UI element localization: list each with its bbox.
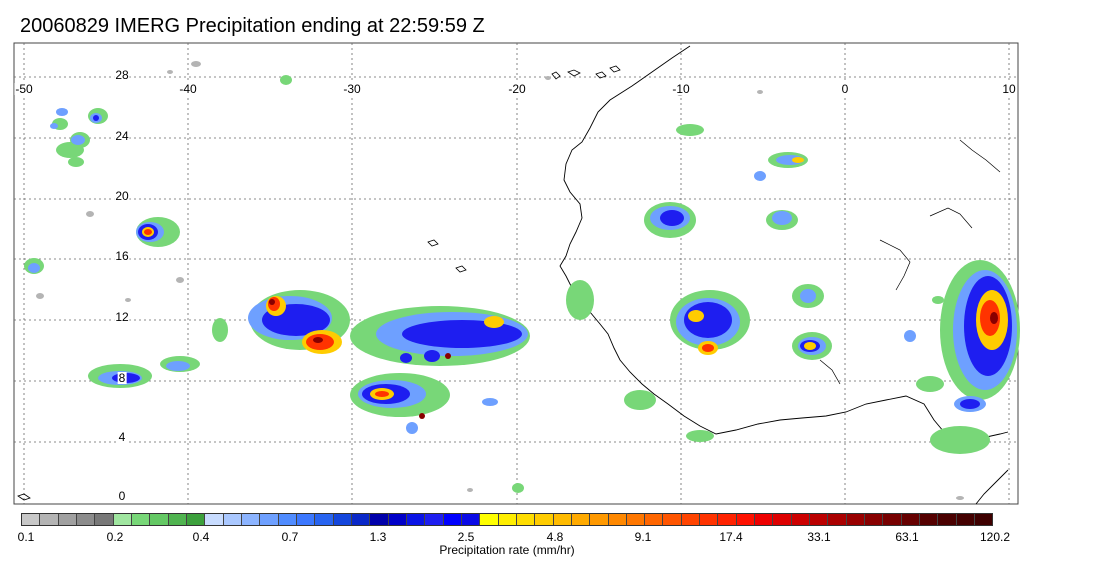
- colorbar-cell: [498, 514, 517, 525]
- colorbar-cell: [150, 514, 169, 525]
- colorbar-cell: [205, 514, 224, 525]
- colorbar-cell: [626, 514, 646, 525]
- colorbar-cell: [351, 514, 371, 525]
- colorbar-cell: [590, 514, 609, 525]
- lon-label: -40: [178, 82, 198, 96]
- colorbar-tick-label: 0.2: [106, 530, 124, 544]
- precipitation-blobs: [24, 61, 1020, 500]
- colorbar-tick-label: 0.1: [17, 530, 35, 544]
- colorbar-cell: [571, 514, 591, 525]
- colorbar-cell: [58, 514, 77, 525]
- colorbar-tick-label: 17.4: [719, 530, 743, 544]
- colorbar-cell: [755, 514, 774, 525]
- lon-label: -20: [507, 82, 527, 96]
- lon-label: -30: [342, 82, 362, 96]
- africa-coastline-lower: [975, 469, 1009, 505]
- lon-label: 10: [1001, 82, 1017, 96]
- colorbar-cell: [131, 514, 151, 525]
- colorbar-cell: [975, 514, 993, 525]
- map-title: 20060829 IMERG Precipitation ending at 2…: [20, 15, 485, 37]
- colorbar-tick-label: 120.2: [979, 530, 1011, 544]
- lat-label: 24: [114, 129, 130, 143]
- colorbar-cell: [810, 514, 829, 525]
- lon-label: -50: [14, 82, 34, 96]
- colorbar-tick-label: 0.7: [281, 530, 299, 544]
- colorbar-tick-label: 4.8: [546, 530, 564, 544]
- colorbar-cell: [718, 514, 737, 525]
- colorbar-cell: [773, 514, 792, 525]
- colorbar-cell: [700, 514, 719, 525]
- colorbar-cell: [22, 514, 41, 525]
- colorbar-cell: [406, 514, 426, 525]
- colorbar-cell: [736, 514, 756, 525]
- lon-label: -10: [671, 82, 691, 96]
- colorbar-cell: [516, 514, 536, 525]
- colorbar-cell: [645, 514, 664, 525]
- colorbar-tick-label: 63.1: [895, 530, 919, 544]
- lat-label: 4: [117, 430, 127, 444]
- colorbar-cell: [113, 514, 132, 525]
- colorbar-cell: [883, 514, 902, 525]
- colorbar-cell: [425, 514, 444, 525]
- colorbar: [21, 513, 993, 526]
- colorbar-cell: [76, 514, 96, 525]
- colorbar-cell: [443, 514, 462, 525]
- colorbar-cell: [865, 514, 884, 525]
- colorbar-cell: [315, 514, 334, 525]
- lat-label: 28: [114, 68, 130, 82]
- colorbar-cell: [260, 514, 279, 525]
- colorbar-cell: [920, 514, 939, 525]
- colorbar-cell: [791, 514, 811, 525]
- lon-label: 0: [840, 82, 850, 96]
- colorbar-tick-label: 0.4: [192, 530, 210, 544]
- gridlines: [14, 43, 1018, 504]
- colorbar-cell: [278, 514, 297, 525]
- colorbar-tick-label: 9.1: [634, 530, 652, 544]
- colorbar-cell: [186, 514, 206, 525]
- colorbar-cell: [901, 514, 921, 525]
- colorbar-cell: [333, 514, 352, 525]
- colorbar-cell: [388, 514, 407, 525]
- colorbar-cell: [608, 514, 627, 525]
- colorbar-cell: [168, 514, 187, 525]
- colorbar-units-label: Precipitation rate (mm/hr): [439, 543, 575, 557]
- colorbar-tick-label: 1.3: [369, 530, 387, 544]
- lat-label: 20: [114, 189, 130, 203]
- colorbar-cell: [296, 514, 316, 525]
- colorbar-cell: [828, 514, 847, 525]
- colorbar-cell: [663, 514, 682, 525]
- colorbar-cell: [241, 514, 261, 525]
- inland-waters: [819, 139, 1001, 385]
- colorbar-cell: [370, 514, 389, 525]
- map-frame: [13, 42, 1019, 505]
- colorbar-cell: [553, 514, 572, 525]
- africa-coastline: [559, 45, 1009, 439]
- colorbar-cell: [223, 514, 242, 525]
- islands: [17, 65, 621, 501]
- colorbar-cell: [40, 514, 59, 525]
- colorbar-cell: [95, 514, 114, 525]
- colorbar-tick-label: 2.5: [457, 530, 475, 544]
- lat-label: 16: [114, 249, 130, 263]
- colorbar-cell: [846, 514, 866, 525]
- lat-label: 8: [117, 371, 127, 385]
- colorbar-cell: [956, 514, 976, 525]
- lat-label: 0: [117, 489, 127, 503]
- colorbar-cell: [461, 514, 481, 525]
- colorbar-cell: [938, 514, 957, 525]
- colorbar-cell: [535, 514, 554, 525]
- colorbar-cell: [480, 514, 499, 525]
- colorbar-tick-label: 33.1: [807, 530, 831, 544]
- lat-label: 12: [114, 310, 130, 324]
- colorbar-cell: [681, 514, 701, 525]
